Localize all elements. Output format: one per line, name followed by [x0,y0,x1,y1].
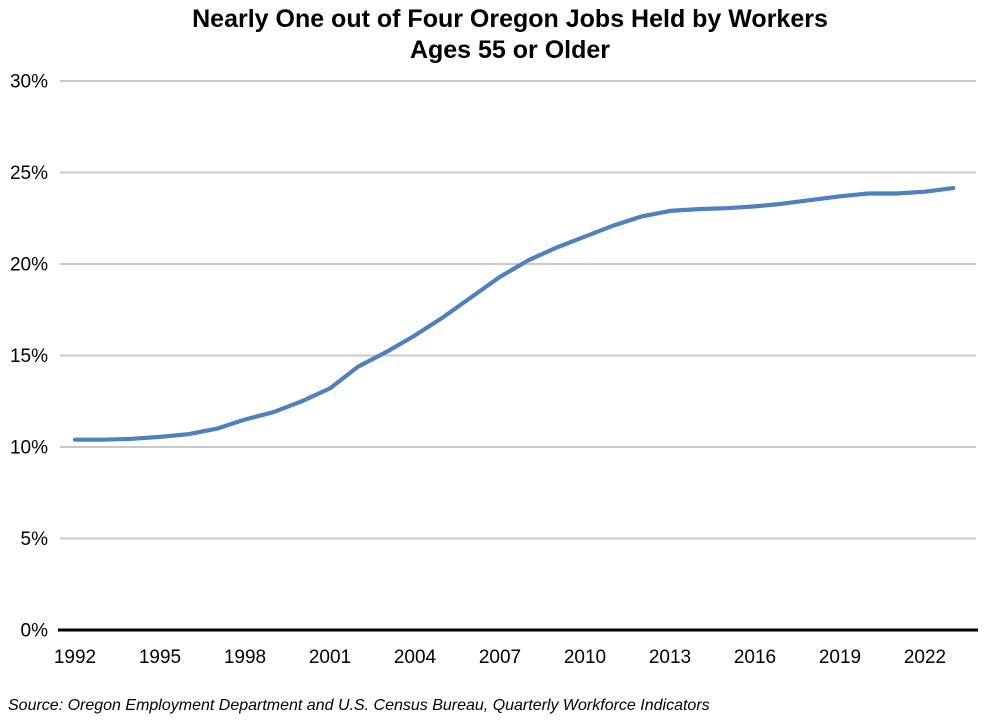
x-axis-tick-label: 2004 [394,647,437,668]
x-axis-tick-label: 1992 [54,647,96,668]
chart-title-line1: Nearly One out of Four Oregon Jobs Held … [192,5,828,33]
x-axis-tick-label: 2022 [904,647,946,668]
y-axis-tick-label: 20% [10,255,48,276]
chart-title-line2: Ages 55 or Older [409,36,611,64]
x-axis-tick-label: 2019 [819,647,861,668]
source-note: Source: Oregon Employment Department and… [8,697,710,714]
data-line-series [72,186,956,442]
x-axis-tick-label: 2013 [649,647,691,668]
x-axis-tick-label: 2007 [479,647,521,668]
chart-title: Nearly One out of Four Oregon Jobs Held … [10,4,1000,66]
y-axis-tick-label: 0% [21,621,49,642]
x-axis-tick-label: 1995 [139,647,181,668]
x-axis-tick-label: 1998 [224,647,266,668]
y-axis-tick-label: 5% [21,529,49,550]
y-axis-tick-label: 10% [10,438,48,459]
y-axis-tick-label: 25% [10,163,48,184]
x-axis-tick-label: 2010 [564,647,606,668]
x-axis-tick-label: 2001 [309,647,351,668]
y-axis-tick-label: 15% [10,346,48,367]
y-axis-tick-label: 30% [10,72,48,93]
x-axis-tick-label: 2016 [734,647,776,668]
